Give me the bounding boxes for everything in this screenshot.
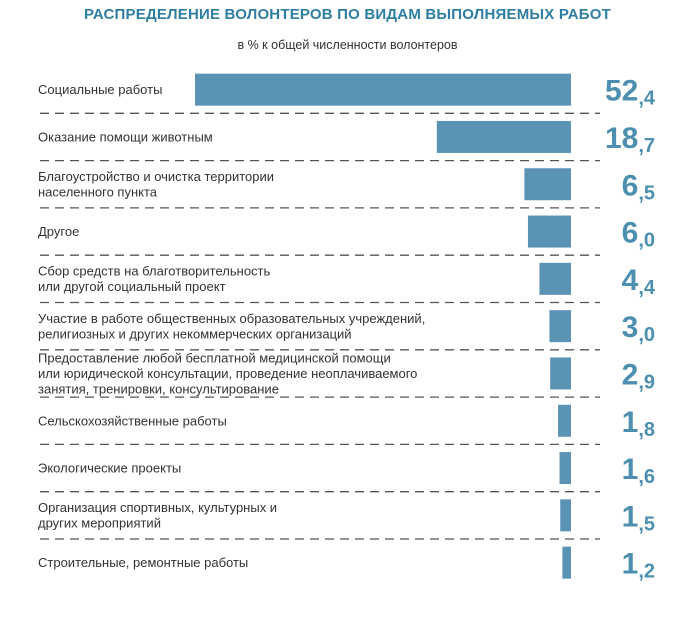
category-label: Участие в работе общественных образовате… [38,311,425,342]
value-decimal: ,9 [638,371,655,393]
category-label-line: Строительные, ремонтные работы [38,555,248,570]
value-label: 6,0 [622,217,655,252]
category-label: Экологические проекты [38,461,181,476]
value-decimal: ,4 [638,277,656,299]
category-label-line: или юридической консультации, проведение… [38,366,417,381]
value-integer: 18 [605,122,638,155]
category-label-line: Экологические проекты [38,461,181,476]
category-label-line: других мероприятий [38,516,161,531]
value-label: 6,5 [622,169,655,204]
value-decimal: ,5 [638,182,655,204]
category-label-line: Оказание помощи животным [38,129,213,144]
value-integer: 2 [622,358,639,391]
value-label: 18,7 [605,122,655,157]
value-integer: 1 [622,453,639,486]
bar [550,357,571,390]
category-label-line: Социальные работы [38,82,162,97]
value-integer: 6 [622,169,639,202]
value-decimal: ,0 [638,324,655,346]
category-label-line: населенного пункта [38,185,158,200]
category-label: Предоставление любой бесплатной медицинс… [38,350,417,396]
category-label-line: религиозных и других некоммерческих орга… [38,326,352,341]
value-decimal: ,8 [638,419,655,441]
value-label: 1,2 [622,548,655,583]
value-label: 3,0 [622,311,655,346]
category-label-line: Сбор средств на благотворительность [38,264,271,279]
value-decimal: ,5 [638,513,655,535]
category-label: Сельскохозяйственные работы [38,413,227,428]
value-integer: 6 [622,217,639,250]
value-integer: 1 [622,406,639,439]
category-label-line: Участие в работе общественных образовате… [38,311,425,326]
value-decimal: ,6 [638,466,655,488]
bar [436,120,571,153]
value-decimal: ,2 [638,561,655,583]
bar [558,404,571,437]
bar [549,310,571,343]
category-label-line: занятия, тренировки, консультирование [38,381,279,396]
bar [562,546,571,579]
category-label-line: или другой социальный проект [38,279,226,294]
bar [560,499,571,532]
category-label-line: Благоустройство и очистка территории [38,169,274,184]
category-label: Сбор средств на благотворительность или д… [38,264,271,295]
category-label: Социальные работы [38,82,162,97]
category-label: Оказание помощи животным [38,129,213,144]
value-decimal: ,4 [638,88,656,110]
bar [524,168,571,201]
value-integer: 52 [605,75,638,108]
value-label: 2,9 [622,358,655,393]
value-label: 52,4 [605,75,656,110]
bar [195,73,571,106]
value-decimal: ,0 [638,230,655,252]
category-label-line: Другое [38,224,79,239]
value-label: 1,5 [622,500,655,535]
value-integer: 1 [622,500,639,533]
value-label: 4,4 [622,264,656,299]
category-label-line: Сельскохозяйственные работы [38,413,227,428]
category-label-line: Предоставление любой бесплатной медицинс… [38,350,391,365]
value-label: 1,8 [622,406,655,441]
value-integer: 1 [622,548,639,581]
value-decimal: ,7 [638,135,655,157]
value-integer: 3 [622,311,639,344]
bar [559,452,571,485]
bar [527,215,571,248]
chart-subtitle: в % к общей численности волонтеров [237,38,458,52]
category-label: Другое [38,224,79,239]
chart-title: РАСПРЕДЕЛЕНИЕ ВОЛОНТЕРОВ ПО ВИДАМ ВЫПОЛН… [83,6,612,23]
category-label: Строительные, ремонтные работы [38,555,248,570]
value-label: 1,6 [622,453,655,488]
bar [539,262,571,295]
category-label-line: Организация спортивных, культурных и [38,500,277,515]
category-label: Организация спортивных, культурных и друг… [38,500,277,531]
value-integer: 4 [622,264,639,297]
category-label: Благоустройство и очистка территории насе… [38,169,274,200]
